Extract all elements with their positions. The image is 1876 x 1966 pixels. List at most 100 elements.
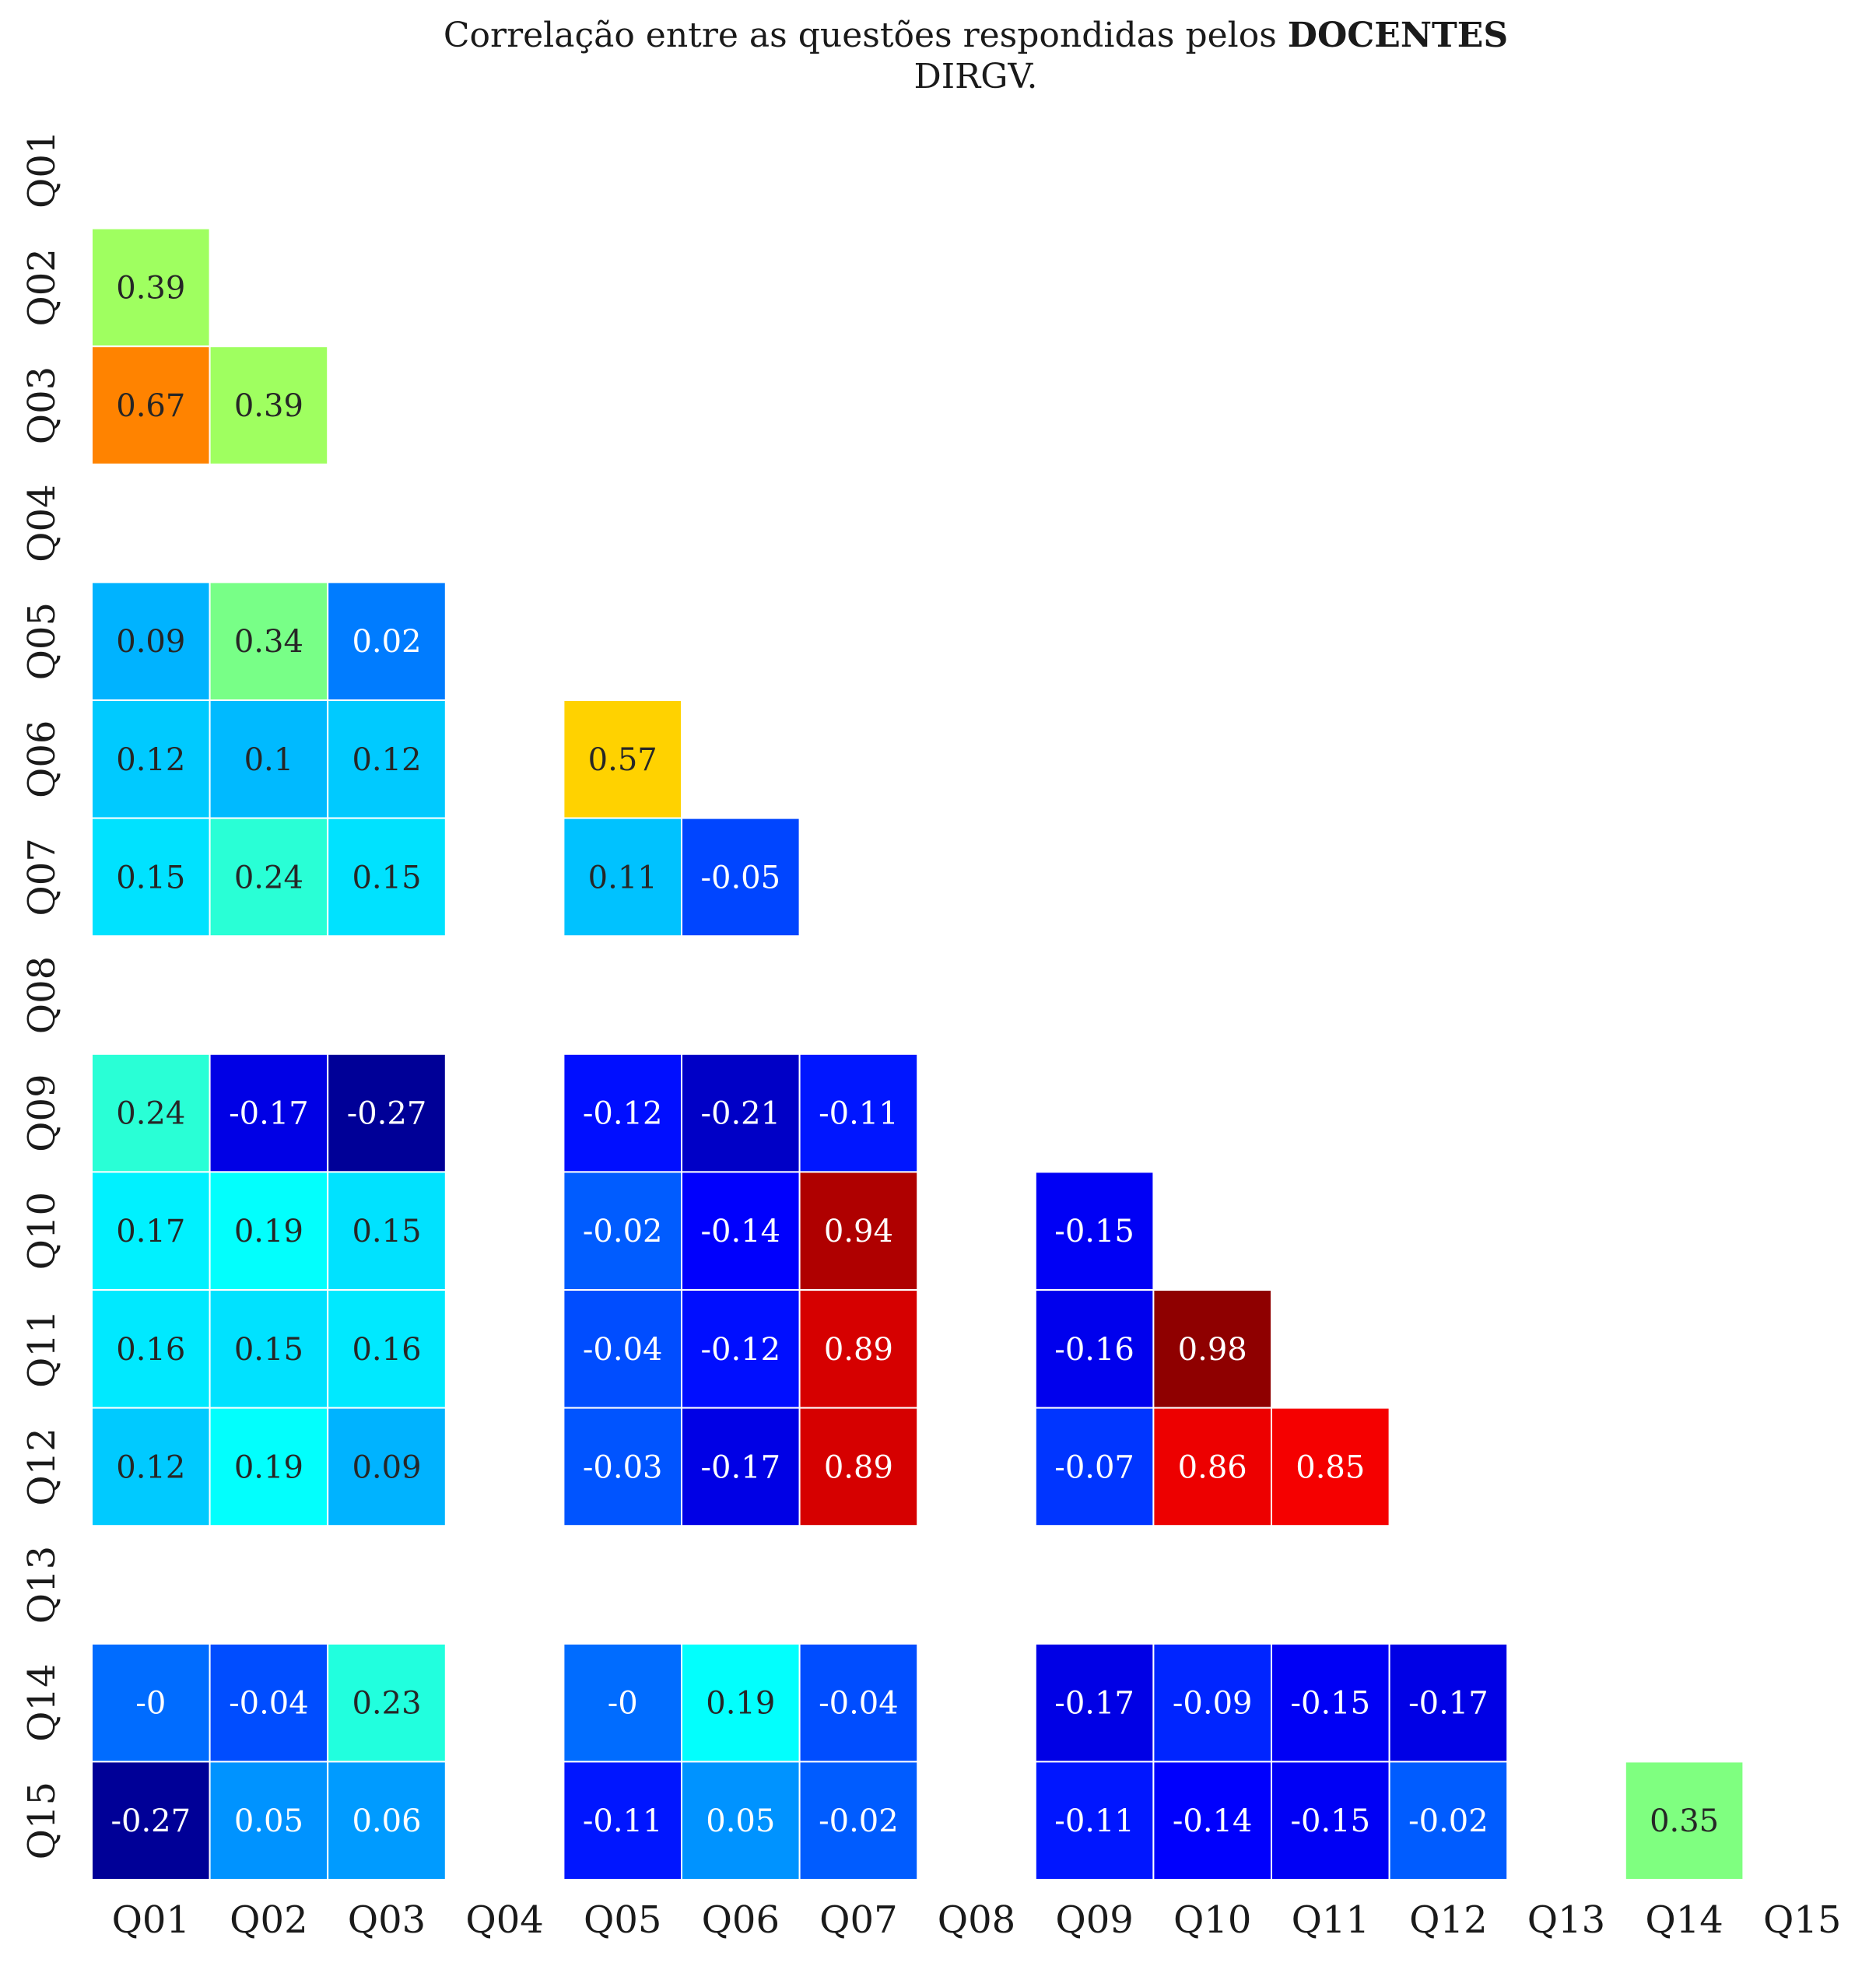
- cell-Q14-Q07: [798, 1642, 919, 1763]
- cell-label-Q10-Q02: 0.19: [234, 1214, 303, 1249]
- cell-Q07-Q03: [327, 817, 447, 937]
- y-tick-Q06: Q06: [20, 720, 64, 798]
- cell-label-Q15-Q11: -0.15: [1291, 1803, 1371, 1839]
- cell-label-Q02-Q01: 0.39: [116, 270, 185, 306]
- cell-Q11-Q10: [1152, 1289, 1273, 1409]
- cell-label-Q15-Q01: -0.27: [111, 1803, 191, 1839]
- y-tick-Q05: Q05: [20, 602, 64, 680]
- cell-Q15-Q07: [798, 1761, 919, 1880]
- cell-Q06-Q02: [209, 699, 329, 819]
- cell-Q09-Q03: [327, 1053, 447, 1173]
- cell-label-Q15-Q07: -0.02: [819, 1803, 899, 1839]
- cell-Q12-Q07: [798, 1407, 919, 1527]
- cell-Q09-Q02: [209, 1053, 329, 1173]
- cell-label-Q12-Q01: 0.12: [116, 1449, 185, 1485]
- cell-Q14-Q06: [681, 1642, 801, 1763]
- cell-Q14-Q11: [1271, 1642, 1390, 1763]
- cell-label-Q12-Q11: 0.85: [1296, 1449, 1365, 1485]
- cell-Q05-Q02: [209, 581, 329, 702]
- chart-title-line-1: Correlação entre as questões respondidas…: [444, 16, 1508, 55]
- x-tick-Q06: Q06: [702, 1898, 780, 1942]
- cell-Q14-Q12: [1388, 1642, 1509, 1763]
- x-tick-Q07: Q07: [819, 1898, 897, 1942]
- chart-title-prefix: Correlação entre as questões respondidas…: [444, 16, 1288, 55]
- cell-Q14-Q02: [209, 1642, 329, 1763]
- cell-label-Q06-Q05: 0.57: [588, 742, 657, 778]
- cell-label-Q15-Q12: -0.02: [1408, 1803, 1489, 1839]
- y-tick-Q14: Q14: [20, 1663, 64, 1741]
- y-tick-Q01: Q01: [20, 131, 64, 209]
- cell-label-Q15-Q09: -0.11: [1054, 1803, 1134, 1839]
- cell-Q15-Q03: [327, 1761, 447, 1880]
- y-tick-Q02: Q02: [20, 248, 64, 326]
- y-tick-Q08: Q08: [20, 956, 64, 1034]
- cell-Q11-Q09: [1034, 1289, 1155, 1409]
- cell-Q12-Q09: [1034, 1407, 1155, 1527]
- cell-Q09-Q05: [563, 1053, 683, 1173]
- x-tick-Q02: Q02: [230, 1898, 307, 1942]
- cell-Q06-Q05: [563, 699, 683, 819]
- cell-label-Q14-Q01: -0: [135, 1686, 166, 1722]
- cell-label-Q11-Q07: 0.89: [824, 1332, 893, 1368]
- cell-label-Q05-Q03: 0.02: [352, 624, 421, 660]
- cell-label-Q06-Q01: 0.12: [116, 742, 185, 778]
- y-tick-Q09: Q09: [20, 1074, 64, 1151]
- cell-label-Q05-Q01: 0.09: [116, 624, 185, 660]
- cell-label-Q12-Q02: 0.19: [234, 1449, 303, 1485]
- cell-Q15-Q06: [681, 1761, 801, 1880]
- cell-label-Q05-Q02: 0.34: [234, 624, 303, 660]
- chart-title-bold: DOCENTES: [1288, 16, 1508, 55]
- cell-label-Q15-Q14: 0.35: [1650, 1803, 1719, 1839]
- x-tick-Q10: Q10: [1173, 1898, 1251, 1942]
- cell-label-Q14-Q10: -0.09: [1173, 1686, 1253, 1722]
- cell-Q12-Q02: [209, 1407, 329, 1527]
- y-tick-labels: Q01 Q02 Q03 Q04 Q05 Q06 Q07 Q08 Q09 Q10 Q11 Q12 Q13 Q…: [20, 131, 64, 1860]
- y-tick-Q15: Q15: [20, 1782, 64, 1859]
- cell-Q10-Q03: [327, 1171, 447, 1291]
- cell-Q12-Q06: [681, 1407, 801, 1527]
- x-tick-Q05: Q05: [584, 1898, 661, 1942]
- cell-label-Q14-Q05: -0: [608, 1686, 638, 1722]
- cell-label-Q03-Q01: 0.67: [116, 388, 185, 424]
- y-tick-Q11: Q11: [20, 1310, 64, 1388]
- cell-label-Q12-Q07: 0.89: [824, 1449, 893, 1485]
- x-tick-Q15: Q15: [1763, 1898, 1841, 1942]
- cell-label-Q10-Q06: -0.14: [701, 1214, 781, 1249]
- cell-label-Q07-Q02: 0.24: [234, 860, 303, 895]
- x-tick-Q01: Q01: [112, 1898, 190, 1942]
- cell-Q09-Q06: [681, 1053, 801, 1173]
- cell-label-Q15-Q06: 0.05: [706, 1803, 775, 1839]
- cell-label-Q10-Q01: 0.17: [116, 1214, 185, 1249]
- cell-Q14-Q10: [1152, 1642, 1273, 1763]
- cell-label-Q07-Q03: 0.15: [352, 860, 421, 895]
- cell-Q15-Q14: [1624, 1761, 1745, 1880]
- cell-label-Q10-Q07: 0.94: [824, 1214, 893, 1249]
- cell-Q15-Q02: [209, 1761, 329, 1880]
- cell-label-Q07-Q01: 0.15: [116, 860, 185, 895]
- x-tick-Q09: Q09: [1055, 1898, 1133, 1942]
- cell-Q10-Q05: [563, 1171, 683, 1291]
- cell-label-Q11-Q06: -0.12: [701, 1332, 781, 1368]
- cell-label-Q10-Q05: -0.02: [583, 1214, 663, 1249]
- y-tick-Q12: Q12: [20, 1428, 64, 1505]
- cell-label-Q09-Q03: -0.27: [347, 1096, 427, 1132]
- cell-Q09-Q01: [91, 1053, 211, 1173]
- cell-label-Q03-Q02: 0.39: [234, 388, 303, 424]
- cell-label-Q11-Q10: 0.98: [1178, 1332, 1247, 1368]
- cell-Q14-Q05: [563, 1642, 683, 1763]
- cell-Q12-Q01: [91, 1407, 211, 1527]
- cell-label-Q14-Q12: -0.17: [1408, 1686, 1489, 1722]
- y-tick-Q10: Q10: [20, 1192, 64, 1270]
- cell-Q05-Q01: [91, 581, 211, 702]
- cell-Q03-Q02: [209, 345, 329, 465]
- x-tick-Q11: Q11: [1292, 1898, 1369, 1942]
- y-tick-Q03: Q03: [20, 366, 64, 444]
- cell-Q02-Q01: [91, 227, 211, 348]
- cell-label-Q06-Q02: 0.1: [244, 742, 294, 778]
- cell-Q07-Q06: [681, 817, 801, 937]
- cell-Q09-Q07: [798, 1053, 919, 1173]
- cell-label-Q09-Q02: -0.17: [229, 1096, 309, 1132]
- x-tick-Q04: Q04: [465, 1898, 543, 1942]
- heatmap-cells: 0.39 0.67 0.39 0.09 0.34 0.02 0.12 0.1 0.12 0.57 0…: [91, 227, 1745, 1880]
